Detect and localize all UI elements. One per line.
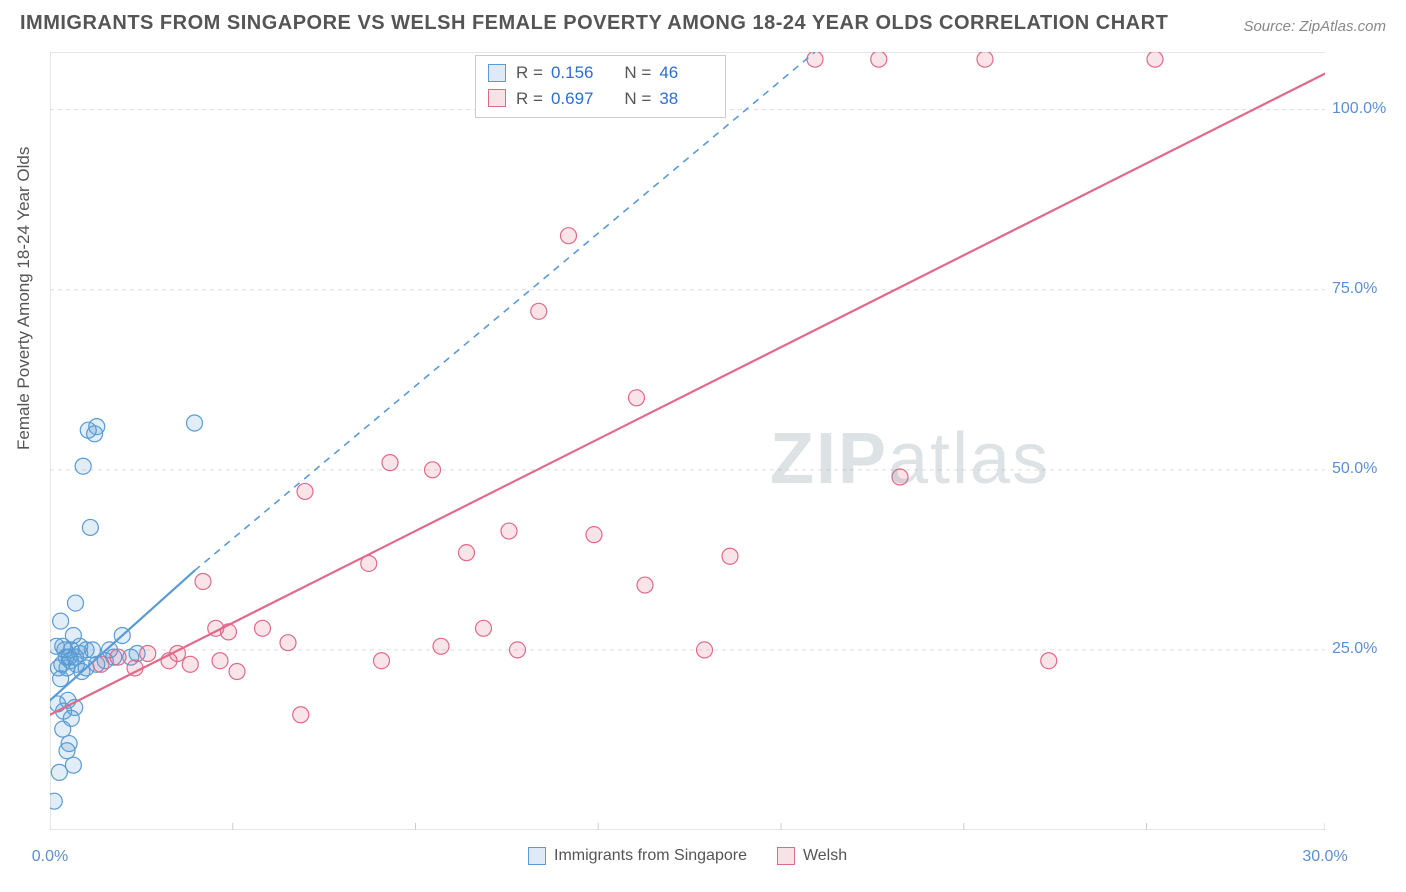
legend-n-value: 46: [659, 60, 713, 86]
legend-x-axis: Immigrants from Singapore Welsh: [528, 847, 847, 865]
legend-swatch: [488, 89, 506, 107]
legend-r-row: R = 0.697 N = 38: [488, 86, 713, 112]
y-tick-label: 25.0%: [1332, 640, 1377, 658]
legend-n-label: N =: [615, 60, 651, 86]
legend-r-value: 0.697: [551, 86, 605, 112]
y-tick-label: 75.0%: [1332, 280, 1377, 298]
y-tick-label: 50.0%: [1332, 460, 1377, 478]
legend-r-row: R = 0.156 N = 46: [488, 60, 713, 86]
legend-n-value: 38: [659, 86, 713, 112]
plot-area: [50, 52, 1325, 830]
legend-x-item: Immigrants from Singapore: [528, 847, 747, 865]
legend-r-value: 0.156: [551, 60, 605, 86]
y-axis-label: Female Poverty Among 18-24 Year Olds: [14, 147, 34, 450]
legend-swatch: [528, 847, 546, 865]
legend-n-label: N =: [615, 86, 651, 112]
legend-x-item: Welsh: [777, 847, 847, 865]
legend-swatch: [777, 847, 795, 865]
source-label: Source: ZipAtlas.com: [1243, 18, 1386, 35]
chart-title: IMMIGRANTS FROM SINGAPORE VS WELSH FEMAL…: [20, 12, 1168, 35]
legend-swatch: [488, 64, 506, 82]
legend-x-label: Immigrants from Singapore: [554, 847, 747, 865]
legend-r-label: R =: [516, 60, 543, 86]
legend-x-label: Welsh: [803, 847, 847, 865]
chart-svg: [50, 52, 1325, 830]
x-tick-label: 30.0%: [1302, 848, 1347, 866]
legend-correlation-box: R = 0.156 N = 46R = 0.697 N = 38: [475, 55, 726, 118]
y-tick-label: 100.0%: [1332, 100, 1386, 118]
legend-r-label: R =: [516, 86, 543, 112]
x-tick-label: 0.0%: [32, 848, 68, 866]
